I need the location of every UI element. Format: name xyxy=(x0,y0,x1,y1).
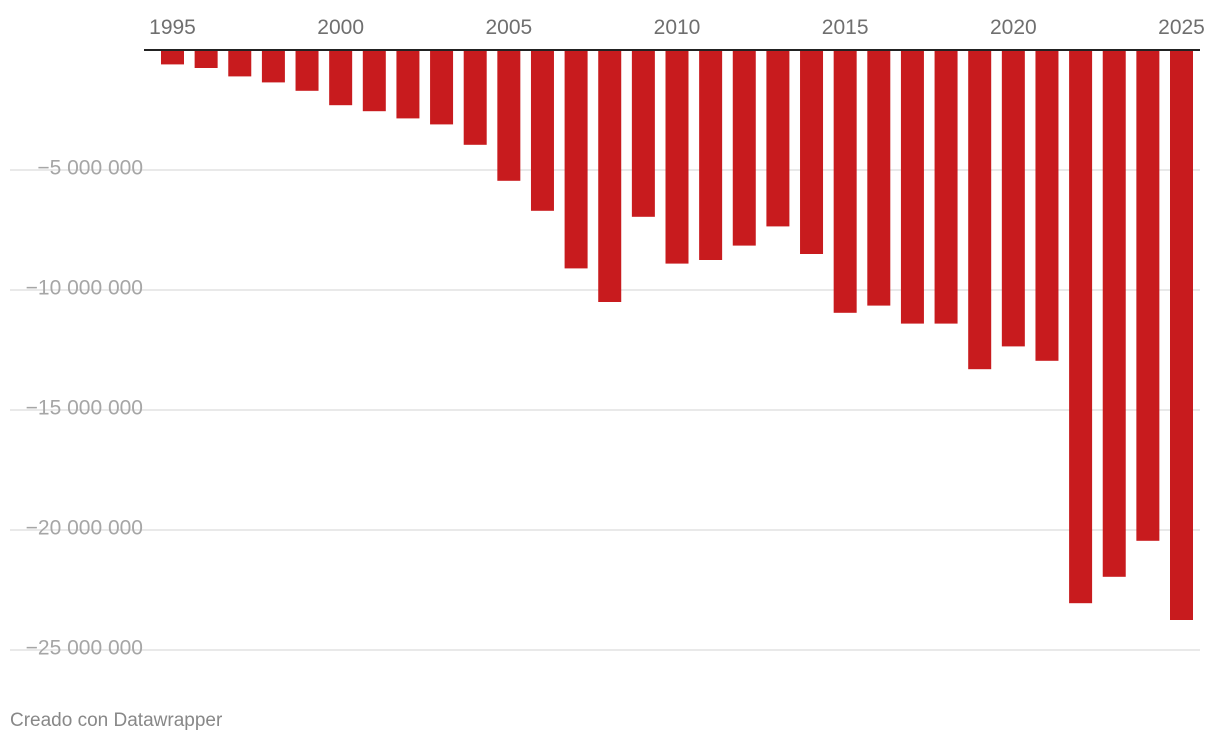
bar-1998 xyxy=(261,50,285,83)
credit-text: Creado con Datawrapper xyxy=(10,710,223,731)
x-tick-label: 2010 xyxy=(654,16,701,39)
bar-2007 xyxy=(564,50,588,269)
bar-2021 xyxy=(1035,50,1059,361)
gridlines xyxy=(10,169,1200,651)
x-tick-label: 2020 xyxy=(990,16,1037,39)
bar-2015 xyxy=(833,50,857,313)
y-tick-label: −5 000 000 xyxy=(37,157,143,180)
bar-1995 xyxy=(161,50,184,65)
bar-2017 xyxy=(900,50,924,324)
bar-2009 xyxy=(631,50,655,217)
y-axis-labels: −5 000 000 −10 000 000 −15 000 000 −20 000 … xyxy=(26,157,143,660)
bar-2000 xyxy=(329,50,353,106)
y-tick-label: −10 000 000 xyxy=(26,277,143,300)
bar-2010 xyxy=(665,50,689,264)
bar-2005 xyxy=(497,50,521,181)
bar-1997 xyxy=(228,50,252,77)
bar-chart: −5 000 000 −10 000 000 −15 000 000 −20 000 … xyxy=(10,16,1205,660)
bar-2022 xyxy=(1069,50,1093,604)
bar-2011 xyxy=(699,50,723,260)
bar-2023 xyxy=(1102,50,1126,577)
bar-2025 xyxy=(1170,50,1193,620)
bar-2012 xyxy=(732,50,756,246)
bar-2008 xyxy=(598,50,622,302)
x-axis-labels: 1995 2000 2005 2010 2015 2020 2025 xyxy=(149,16,1205,39)
bar-2006 xyxy=(530,50,554,211)
bar-2013 xyxy=(766,50,790,227)
bar-2024 xyxy=(1136,50,1160,541)
y-tick-label: −15 000 000 xyxy=(26,397,143,420)
bar-2016 xyxy=(867,50,891,306)
x-tick-label: 1995 xyxy=(149,16,196,39)
x-tick-label: 2025 xyxy=(1158,16,1205,39)
bars xyxy=(161,50,1193,620)
x-tick-label: 2005 xyxy=(485,16,532,39)
y-tick-label: −20 000 000 xyxy=(26,517,143,540)
y-tick-label: −25 000 000 xyxy=(26,637,143,660)
bar-2018 xyxy=(934,50,958,324)
bar-2003 xyxy=(430,50,454,125)
bar-1999 xyxy=(295,50,319,91)
bar-2014 xyxy=(800,50,824,254)
bar-2001 xyxy=(362,50,386,112)
bar-1996 xyxy=(194,50,218,68)
bar-2002 xyxy=(396,50,420,119)
x-tick-label: 2015 xyxy=(822,16,869,39)
bar-2020 xyxy=(1001,50,1025,347)
bar-2019 xyxy=(968,50,992,370)
x-tick-label: 2000 xyxy=(317,16,364,39)
bar-2004 xyxy=(463,50,487,145)
